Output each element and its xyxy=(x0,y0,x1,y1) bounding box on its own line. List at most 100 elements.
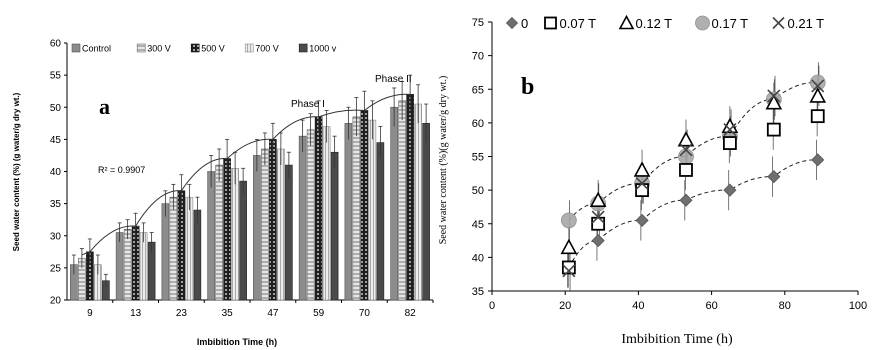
a-bar xyxy=(306,129,315,301)
a-legend-swatch xyxy=(71,43,81,53)
a-bar xyxy=(253,155,261,301)
a-trend-curve xyxy=(81,93,411,256)
b-y-tick-label: 70 xyxy=(472,51,484,63)
panel-a-axes: 20 25 30 35 40 45 50 55 60 9 13 23 35 47 59 70 82 xyxy=(50,39,434,319)
b-point-diamond xyxy=(811,153,825,167)
panel-a-trendline xyxy=(81,93,411,256)
panel-b-legend: 0 0.07 T 0.12 T 0.17 T 0.21 T xyxy=(505,14,825,31)
a-bar xyxy=(223,158,231,301)
b-legend-label: 0.17 T xyxy=(712,16,749,31)
b-point-cross xyxy=(635,176,649,190)
a-y-tick-label: 20 xyxy=(50,296,62,307)
b-point-cross xyxy=(562,264,576,278)
b-point-triangle xyxy=(809,87,827,103)
a-y-tick-label: 40 xyxy=(50,167,62,178)
b-y-tick-label: 65 xyxy=(472,84,484,96)
a-legend-label: 1000 v xyxy=(309,44,337,54)
a-legend-label: 500 V xyxy=(201,44,225,54)
a-x-tick-label: 82 xyxy=(405,308,417,319)
b-y-tick-label: 35 xyxy=(472,286,484,298)
a-bar xyxy=(422,123,430,301)
a-y-tick-label: 30 xyxy=(50,231,62,242)
b-x-tick-label: 40 xyxy=(632,300,644,312)
b-point-diamond xyxy=(767,170,781,184)
panel-a-bar-chart: 20 25 30 35 40 45 50 55 60 9 13 23 35 47 59 70 82 Contro… xyxy=(12,39,434,347)
panel-a-phase-1-annotation: Phase I xyxy=(291,99,325,110)
a-bar xyxy=(239,180,247,301)
a-bar xyxy=(344,123,353,301)
b-legend-label: 0.21 T xyxy=(788,16,825,31)
b-legend-marker xyxy=(505,16,519,30)
panel-a-r-squared: R² = 0.9907 xyxy=(98,165,145,175)
b-point-diamond xyxy=(591,233,605,248)
b-point-cross xyxy=(767,89,781,103)
b-y-tick-label: 75 xyxy=(472,17,484,29)
a-bar xyxy=(414,103,422,301)
a-x-tick-label: 13 xyxy=(130,308,142,319)
b-point-square xyxy=(635,183,649,198)
b-legend-marker xyxy=(618,14,635,30)
b-legend-marker xyxy=(772,16,785,30)
a-x-tick-label: 70 xyxy=(359,308,371,319)
a-y-tick-label: 55 xyxy=(50,71,62,82)
a-bar xyxy=(314,116,323,301)
panel-a-label: a xyxy=(99,94,110,119)
a-y-tick-label: 60 xyxy=(50,39,62,50)
b-point-square xyxy=(766,122,781,137)
a-y-tick-label: 50 xyxy=(50,103,62,114)
a-bar xyxy=(368,119,377,301)
b-x-tick-label: 100 xyxy=(849,300,867,312)
a-legend-label: 300 V xyxy=(147,44,171,54)
a-legend-swatch xyxy=(298,43,308,53)
b-point-cross xyxy=(811,79,825,93)
a-x-tick-label: 59 xyxy=(313,308,325,319)
a-bar xyxy=(231,167,239,301)
b-legend-label: 0.07 T xyxy=(560,16,597,31)
b-x-tick-label: 60 xyxy=(705,300,717,312)
b-point-square xyxy=(723,136,737,150)
a-bar xyxy=(360,110,369,301)
b-point-triangle xyxy=(765,94,783,110)
a-y-tick-label: 25 xyxy=(50,263,62,274)
panel-a-bars xyxy=(70,74,430,301)
a-bar xyxy=(261,148,269,301)
panel-b-scatter-chart: 35 40 45 50 55 60 65 70 75 0 20 40 60 80 100 0 0.07 T 0.… xyxy=(438,14,867,347)
a-bar xyxy=(169,196,178,301)
a-bar xyxy=(390,106,398,301)
a-bar xyxy=(115,232,124,301)
b-point-square xyxy=(561,260,576,275)
a-x-tick-label: 9 xyxy=(87,308,93,319)
b-x-tick-label: 20 xyxy=(559,300,571,312)
b-legend-marker xyxy=(544,16,557,30)
panel-a-phase-2-annotation: Phase II xyxy=(375,74,412,85)
b-y-tick-label: 55 xyxy=(472,152,484,164)
b-point-circle xyxy=(678,148,694,165)
b-legend-label: 0.12 T xyxy=(636,16,673,31)
a-bar xyxy=(161,203,170,301)
b-legend-label: 0 xyxy=(521,16,528,31)
a-bar xyxy=(376,142,385,301)
a-x-tick-label: 47 xyxy=(267,308,279,319)
b-point-diamond xyxy=(635,213,649,227)
b-point-square xyxy=(679,163,693,177)
a-legend-swatch xyxy=(136,43,146,53)
b-point-triangle xyxy=(560,238,578,255)
b-y-tick-label: 45 xyxy=(472,219,484,231)
panel-a-x-axis-title: Imbibition Time (h) xyxy=(197,337,277,347)
b-point-diamond xyxy=(679,193,693,207)
b-fit-curve xyxy=(568,159,818,268)
a-bar xyxy=(177,190,186,301)
a-x-tick-label: 23 xyxy=(176,308,188,319)
panel-b-points xyxy=(560,62,827,291)
b-legend-marker xyxy=(695,15,710,31)
a-y-tick-label: 45 xyxy=(50,135,62,146)
b-point-cross xyxy=(723,123,737,137)
a-bar xyxy=(139,232,148,301)
b-point-triangle xyxy=(633,161,651,177)
panel-b-label: b xyxy=(521,74,534,100)
b-x-tick-label: 0 xyxy=(489,300,495,312)
b-point-triangle xyxy=(589,191,607,208)
b-y-tick-label: 60 xyxy=(472,118,484,130)
a-bar xyxy=(298,135,307,301)
b-y-tick-label: 50 xyxy=(472,185,484,197)
